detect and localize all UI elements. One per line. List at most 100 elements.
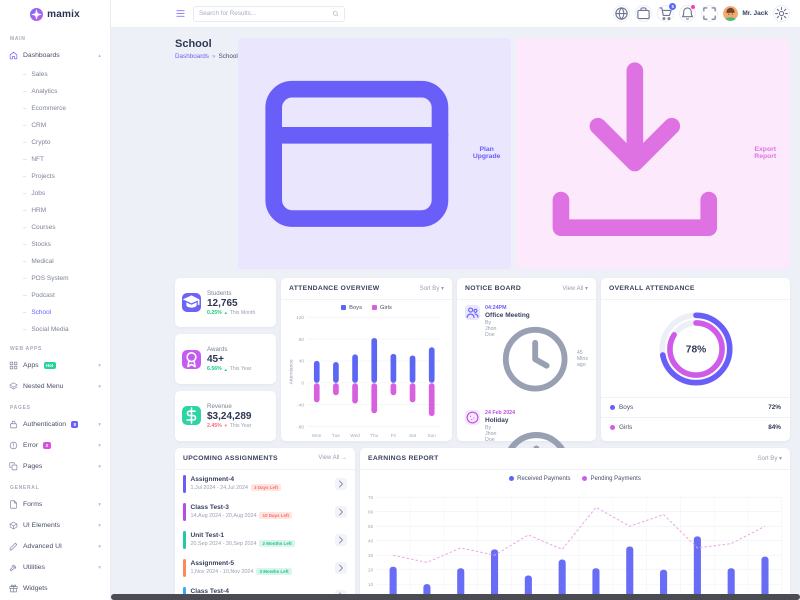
sidebar-item[interactable]: Utilities ▾ [0, 557, 110, 578]
sidebar-section-general: GENERAL [10, 485, 40, 491]
assignment-item: Assignment-4 1,Jul 2024 - 24,Jul 2024 3 … [175, 470, 355, 498]
notice-title: Holiday [485, 416, 509, 424]
sidebar-item[interactable]: Widgets ▾ [0, 578, 110, 599]
chevron-right-button[interactable] [335, 561, 347, 574]
search-icon[interactable] [332, 10, 339, 17]
view-all-dropdown[interactable]: View All ▾ [562, 285, 588, 292]
svg-text:60: 60 [368, 509, 374, 514]
sidebar-subitem[interactable]: Courses [0, 219, 110, 236]
sidebar-subitem[interactable]: Sales [0, 66, 110, 83]
topbar-icon-button[interactable] [635, 5, 653, 22]
sidebar-subitem[interactable]: School [0, 304, 110, 321]
assignment-accent-bar [183, 530, 186, 549]
breadcrumb-parent[interactable]: Dashboards [175, 53, 209, 60]
sidebar-item[interactable]: Pages ▾ [0, 456, 110, 477]
card-title: EARNINGS REPORT [368, 454, 439, 462]
chevron-right-button[interactable] [335, 505, 347, 518]
search-input[interactable] [199, 10, 328, 17]
sidebar-subitem[interactable]: Medical [0, 253, 110, 270]
stat-label: Students [207, 289, 232, 297]
topbar-icon-button[interactable] [613, 5, 631, 22]
legend-item: Received Payments [509, 476, 570, 482]
notice-date: 24 Feb 2024 [485, 409, 516, 416]
chevron-down-icon: ▾ [98, 421, 101, 428]
view-all-link[interactable]: View All → [318, 455, 347, 462]
sidebar-item-icon [9, 420, 18, 429]
user-menu[interactable]: Mr. Jack [723, 6, 768, 21]
sidebar-item[interactable]: Authentication 8 ▾ [0, 414, 110, 435]
chevron-down-icon: ▾ [98, 463, 101, 470]
notice-item[interactable]: 04:24PM Office Meeting By Jhon Doe 45 Mi… [457, 300, 596, 404]
sidebar-item[interactable]: Apps Hot ▾ [0, 355, 110, 376]
chevron-down-icon: ▾ [98, 442, 101, 449]
sidebar-item-icon [9, 361, 18, 370]
sidebar-subitem-label: Medical [31, 258, 54, 265]
export-report-button[interactable]: Export Report [515, 38, 790, 269]
chevron-down-icon: ▾ [98, 522, 101, 529]
sidebar-dashboards-submenu: Sales Analytics Ecommerce CRM Crypto [0, 66, 110, 338]
card-title: NOTICE BOARD [465, 284, 522, 292]
sidebar: mamix MAIN Dashboards ▴ Sales Analytics … [0, 0, 111, 600]
topbar-icon-button[interactable] [679, 5, 697, 22]
topbar: 5 [111, 0, 800, 28]
earnings-report-card: EARNINGS REPORT Sort By ▾ Received Payme… [360, 447, 790, 600]
chevron-up-icon: ▴ [98, 52, 101, 59]
chevron-down-icon: ▾ [98, 383, 101, 390]
sidebar-item[interactable]: Advanced UI ▾ [0, 536, 110, 557]
legend-swatch [371, 305, 377, 311]
plan-upgrade-button[interactable]: Plan Upgrade [237, 38, 511, 269]
assignment-accent-bar [183, 586, 186, 600]
legend-swatch [610, 424, 615, 430]
sidebar-item-icon [9, 441, 18, 450]
sidebar-group-web-apps: Apps Hot ▾ Nested Menu ▾ [0, 355, 110, 397]
sort-by-dropdown[interactable]: Sort By ▾ [419, 285, 444, 292]
stat-card: Awards 45+ 6.56%This Year [175, 334, 276, 385]
settings-gear-button[interactable] [773, 5, 790, 22]
svg-text:0: 0 [301, 380, 304, 386]
sidebar-subitem[interactable]: HRM [0, 202, 110, 219]
card-title: OVERALL ATTENDANCE [609, 284, 695, 292]
sidebar-item-label: Apps [23, 362, 39, 369]
sidebar-subitem[interactable]: CRM [0, 117, 110, 134]
svg-text:Fri: Fri [391, 433, 397, 439]
topbar-icon-button[interactable] [701, 5, 719, 22]
sidebar-subitem[interactable]: POS System [0, 270, 110, 287]
topbar-icon-button[interactable]: 5 [657, 3, 677, 22]
horizontal-scrollbar[interactable] [111, 594, 800, 600]
sidebar-subitem[interactable]: Stocks [0, 236, 110, 253]
sort-by-dropdown[interactable]: Sort By ▾ [757, 455, 782, 462]
notification-dot [691, 5, 696, 9]
svg-text:Sun: Sun [428, 433, 437, 439]
svg-text:20: 20 [368, 567, 374, 572]
sidebar-subitem[interactable]: Social Media [0, 321, 110, 338]
icon-badge: 5 [669, 3, 677, 10]
sidebar-subitem[interactable]: Crypto [0, 134, 110, 151]
topbar-icon-list: 5 [613, 3, 719, 22]
sidebar-subitem[interactable]: Ecommerce [0, 100, 110, 117]
sidebar-subitem-label: Courses [31, 224, 56, 231]
donut-legend-row: Boys 72% [601, 396, 790, 417]
earnings-legend: Received Payments Pending Payments [360, 470, 790, 482]
sidebar-subitem[interactable]: Projects [0, 168, 110, 185]
stat-value: 12,765 [207, 297, 238, 309]
sidebar-item-dashboards[interactable]: Dashboards ▴ [0, 45, 110, 66]
svg-text:40: 40 [299, 358, 305, 364]
sidebar-subitem[interactable]: Jobs [0, 185, 110, 202]
page-title: School [175, 38, 212, 50]
sidebar-subitem[interactable]: Analytics [0, 83, 110, 100]
sidebar-item-icon [9, 563, 18, 572]
sidebar-item[interactable]: Forms ▾ [0, 494, 110, 515]
sidebar-section-main: MAIN [10, 36, 26, 42]
chevron-right-button[interactable] [335, 533, 347, 546]
sidebar-item[interactable]: Error 3 ▾ [0, 435, 110, 456]
chevron-right-button[interactable] [335, 477, 347, 490]
legend-item: Girls [371, 305, 392, 311]
logo[interactable]: mamix [0, 0, 110, 28]
sidebar-item[interactable]: UI Elements ▾ [0, 515, 110, 536]
legend-item: Pending Payments [582, 476, 641, 482]
sidebar-subitem[interactable]: Podcast [0, 287, 110, 304]
sidebar-item[interactable]: Nested Menu ▾ [0, 376, 110, 397]
sidebar-subitem-label: Social Media [31, 326, 69, 333]
sidebar-subitem[interactable]: NFT [0, 151, 110, 168]
menu-icon[interactable] [175, 8, 186, 19]
